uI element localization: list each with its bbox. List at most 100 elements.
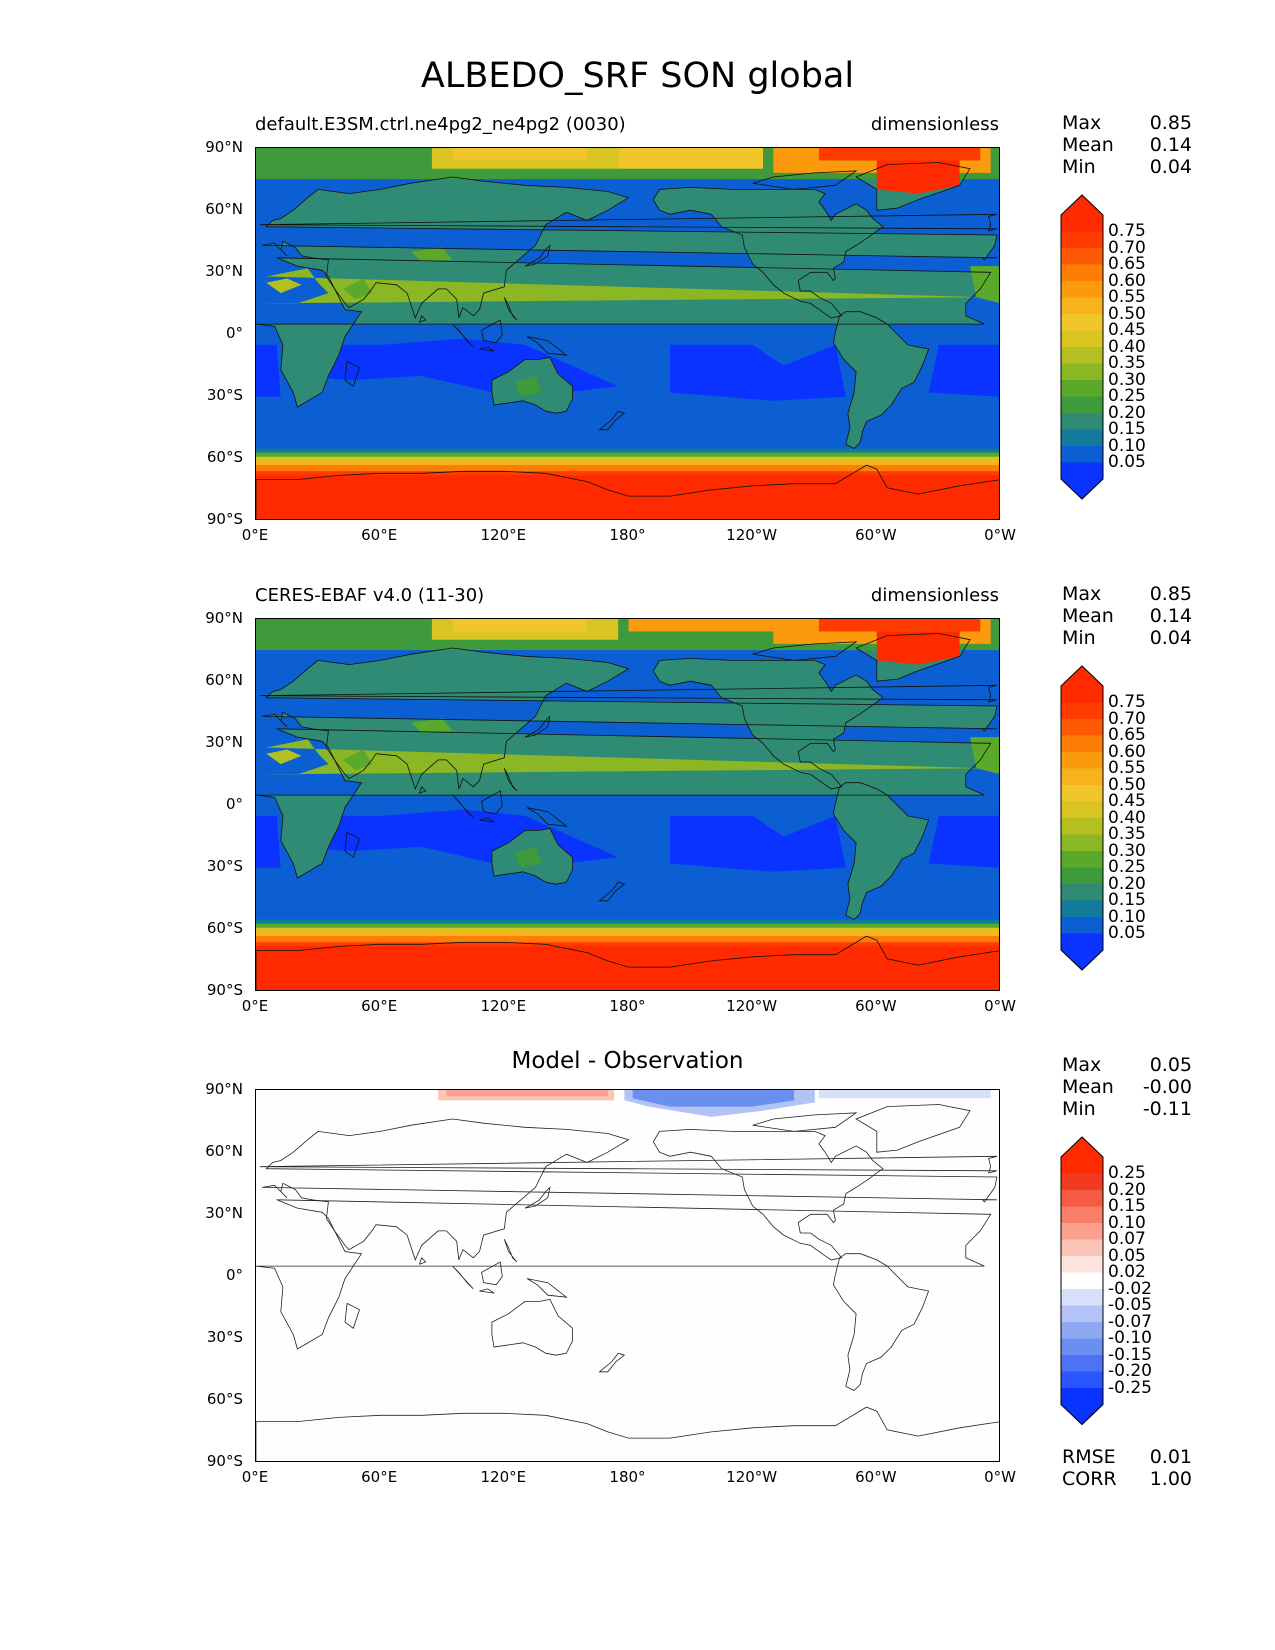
map-model-field (256, 148, 999, 519)
lat-tick-label: 90°N (205, 609, 243, 627)
coastline (503, 1239, 518, 1263)
metric-label: RMSE (1062, 1446, 1116, 1468)
coastline (256, 257, 992, 408)
colorbar-tick-label: -0.10 (1108, 1328, 1152, 1348)
contour-desert (411, 718, 453, 733)
lon-tick-label: 120°E (480, 997, 527, 1015)
colorbar-swatch (1061, 396, 1103, 414)
colorbar-tick-label: 0.25 (1108, 1163, 1146, 1183)
coastline (524, 715, 551, 738)
contour-desert (256, 739, 985, 775)
stat-label: Mean (1062, 134, 1114, 156)
colorbar-swatch (1061, 818, 1103, 835)
coastline (524, 244, 551, 267)
colorbar-swatch (1061, 1388, 1103, 1405)
stat-value: 0.04 (1149, 627, 1192, 649)
stat-max: Max 0.05 (1062, 1054, 1192, 1076)
colorbar-swatch (1061, 900, 1103, 918)
coastline (832, 1253, 930, 1391)
coastline (344, 831, 360, 858)
lat-tick-label: 30°S (206, 1328, 243, 1346)
coastline (652, 1128, 884, 1261)
positive-diff (446, 1090, 608, 1097)
colorbar-extend-top (1061, 666, 1103, 686)
lon-tick-label: 60°E (361, 526, 398, 544)
colorbar-tick-label: 0.65 (1108, 725, 1146, 745)
contour-land (653, 658, 883, 789)
colorbar-swatch (1061, 884, 1103, 901)
colorbar-tick-label: 0.10 (1108, 435, 1146, 456)
contour-greenland (876, 631, 960, 665)
lon-tick-label: 120°E (480, 526, 527, 544)
colorbar-swatch (1061, 768, 1103, 786)
colorbar-tick-label: 0.15 (1108, 419, 1146, 439)
colorbar-tick-label: 0.25 (1108, 857, 1146, 877)
coastline (752, 1112, 858, 1132)
contour-desert (514, 375, 542, 397)
stat-label: Max (1062, 1054, 1102, 1076)
panel-model-title: default.E3SM.ctrl.ne4pg2_ne4pg2 (0030) (255, 114, 626, 135)
colorbar-outline (1060, 194, 1104, 500)
contour-desert (514, 846, 542, 868)
contour-antarctica (256, 946, 999, 990)
stat-mean: Mean 0.14 (1062, 134, 1192, 156)
coastline (652, 657, 884, 790)
contour-low (669, 344, 846, 401)
colorbar-swatch (1061, 281, 1103, 298)
contour-desert (970, 266, 999, 303)
lat-tick-label: 30°N (205, 262, 243, 280)
colorbar-tick-label: -0.25 (1108, 1377, 1152, 1398)
stat-mean: Mean -0.00 (1062, 1076, 1192, 1098)
colorbar-tick-label: 0.05 (1108, 923, 1146, 943)
colorbar-tick-label: 0.40 (1108, 336, 1146, 357)
metric-value: 1.00 (1149, 1468, 1192, 1490)
stat-label: Mean (1062, 605, 1114, 627)
colorbar-swatch (1061, 264, 1103, 282)
colorbar-tick-label: 0.15 (1108, 890, 1146, 910)
coastline (481, 319, 503, 344)
map-obs (255, 618, 1000, 991)
colorbar-tick-label: 0.25 (1108, 386, 1146, 406)
coastline (503, 297, 518, 321)
coastlines (256, 1104, 999, 1461)
coastline (481, 1261, 503, 1286)
stat-value: -0.00 (1142, 1076, 1192, 1098)
negative-diff (818, 1090, 991, 1099)
stat-value: 0.05 (1149, 1054, 1192, 1076)
lon-tick-label: 0°W (984, 1468, 1016, 1486)
coastline (452, 1265, 474, 1290)
contour-low (928, 344, 999, 397)
colorbar-swatch (1061, 1338, 1103, 1356)
stat-label: Min (1062, 627, 1096, 649)
coastline (256, 728, 992, 879)
panel-obs-title: CERES-EBAF v4.0 (11-30) (255, 585, 485, 606)
colorbar-swatch (1061, 1173, 1103, 1191)
coastline (526, 807, 568, 827)
lon-tick-label: 120°W (726, 1468, 778, 1486)
lat-tick-label: 90°N (205, 1080, 243, 1098)
colorbar-swatch (1061, 1371, 1103, 1389)
map-diff-field (256, 1090, 999, 1461)
stat-label: Min (1062, 156, 1096, 178)
colorbar-swatch (1061, 735, 1103, 753)
panel-model-stats: Max 0.85 Mean 0.14 Min 0.04 (1062, 112, 1192, 178)
colorbar-swatch (1061, 231, 1103, 249)
lon-tick-label: 0°E (241, 1468, 269, 1486)
map-diff (255, 1089, 1000, 1462)
lon-tick-label: 120°W (726, 526, 778, 544)
panel-obs-stats: Max 0.85 Mean 0.14 Min 0.04 (1062, 583, 1192, 649)
metric-label: CORR (1062, 1468, 1117, 1490)
coastline (526, 1278, 568, 1298)
colorbar-swatch (1061, 917, 1103, 934)
contour-desert (411, 247, 453, 262)
lat-tick-label: 60°S (206, 448, 243, 466)
stat-value: 0.14 (1149, 605, 1192, 627)
contour-greenland (876, 160, 960, 194)
stat-value: 0.04 (1149, 156, 1192, 178)
colorbar-swatch (1061, 429, 1103, 447)
stat-min: Min 0.04 (1062, 156, 1192, 178)
colorbar-extend-bottom (1061, 479, 1103, 499)
lon-tick-label: 60°W (855, 526, 897, 544)
colorbar-swatch (1061, 1239, 1103, 1257)
colorbar-swatch (1061, 215, 1103, 232)
